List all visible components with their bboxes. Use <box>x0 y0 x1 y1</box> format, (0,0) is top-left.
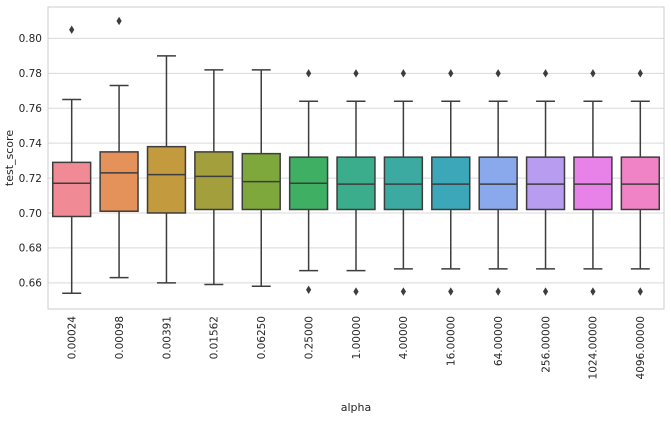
x-tick-label: 0.00024 <box>66 316 78 360</box>
box-group <box>51 25 92 295</box>
box-body <box>146 145 187 214</box>
y-tick-label: 0.80 <box>19 33 42 45</box>
outlier-point <box>637 287 643 296</box>
box-group <box>241 69 281 288</box>
outlier-point <box>353 69 359 78</box>
x-tick-label: 1024.00000 <box>588 316 600 379</box>
x-tick-label: 0.00391 <box>161 316 173 359</box>
y-tick-label: 0.76 <box>19 103 43 115</box>
box-group <box>383 69 424 296</box>
y-tick-label: 0.78 <box>19 68 42 80</box>
box-body <box>525 156 566 211</box>
outlier-point <box>637 69 643 78</box>
x-tick-label: 0.06250 <box>256 316 268 359</box>
outlier-point <box>400 287 406 296</box>
outlier-point <box>542 287 549 296</box>
x-tick-label: 64.00000 <box>493 316 505 366</box>
box-group <box>478 69 518 296</box>
box-body <box>573 156 613 211</box>
outlier-point <box>495 69 501 78</box>
outlier-point <box>590 287 596 296</box>
y-tick-label: 0.68 <box>19 243 42 255</box>
y-tick-label: 0.70 <box>19 208 42 220</box>
box-group <box>194 69 234 286</box>
x-tick-label: 0.25000 <box>303 316 315 359</box>
box-body <box>478 156 518 211</box>
outlier-point <box>400 69 406 78</box>
box-body <box>99 151 139 212</box>
outlier-point <box>590 69 596 78</box>
box-group <box>288 69 329 294</box>
y-tick-label: 0.74 <box>19 138 43 150</box>
box-body <box>194 151 234 211</box>
x-tick-label: 0.00098 <box>114 316 126 359</box>
x-tick-label: 0.01562 <box>209 316 221 359</box>
outlier-point <box>306 285 312 294</box>
box-body <box>383 156 424 211</box>
plot-frame <box>47 6 665 310</box>
boxes <box>51 16 661 296</box>
x-tick-label: 1.00000 <box>351 316 363 359</box>
x-axis-label: alpha <box>341 401 372 414</box>
outlier-point <box>448 69 454 78</box>
box-body <box>431 156 471 211</box>
x-axis-ticks: 0.00024 0.00098 0.00391 0.01562 0.06250 0.250… <box>66 316 647 380</box>
y-axis-ticks: 0.66 0.68 0.70 0.72 0.74 0.76 0.78 0.80 <box>19 33 43 289</box>
outlier-point <box>69 25 75 34</box>
y-tick-label: 0.66 <box>19 278 43 290</box>
box-group <box>99 16 139 279</box>
box-group <box>146 55 187 284</box>
x-tick-label: 256.00000 <box>540 316 552 373</box>
box-body <box>51 161 92 218</box>
outlier-point <box>495 287 501 296</box>
outlier-point <box>448 287 454 296</box>
box-group <box>573 69 613 296</box>
x-tick-label: 4096.00000 <box>635 316 647 379</box>
outlier-point <box>116 16 122 26</box>
box-group <box>525 69 566 296</box>
y-axis-label: test_score <box>3 130 16 186</box>
outlier-point <box>353 287 359 296</box>
box-body <box>336 156 376 211</box>
box-body <box>620 156 661 211</box>
x-tick-label: 16.00000 <box>446 316 458 366</box>
y-tick-label: 0.72 <box>19 173 42 185</box>
x-tick-label: 4.00000 <box>398 316 410 359</box>
box-group <box>336 69 376 296</box>
box-group <box>620 69 661 296</box>
outlier-point <box>542 69 549 78</box>
box-group <box>431 69 471 296</box>
outlier-point <box>306 69 312 78</box>
